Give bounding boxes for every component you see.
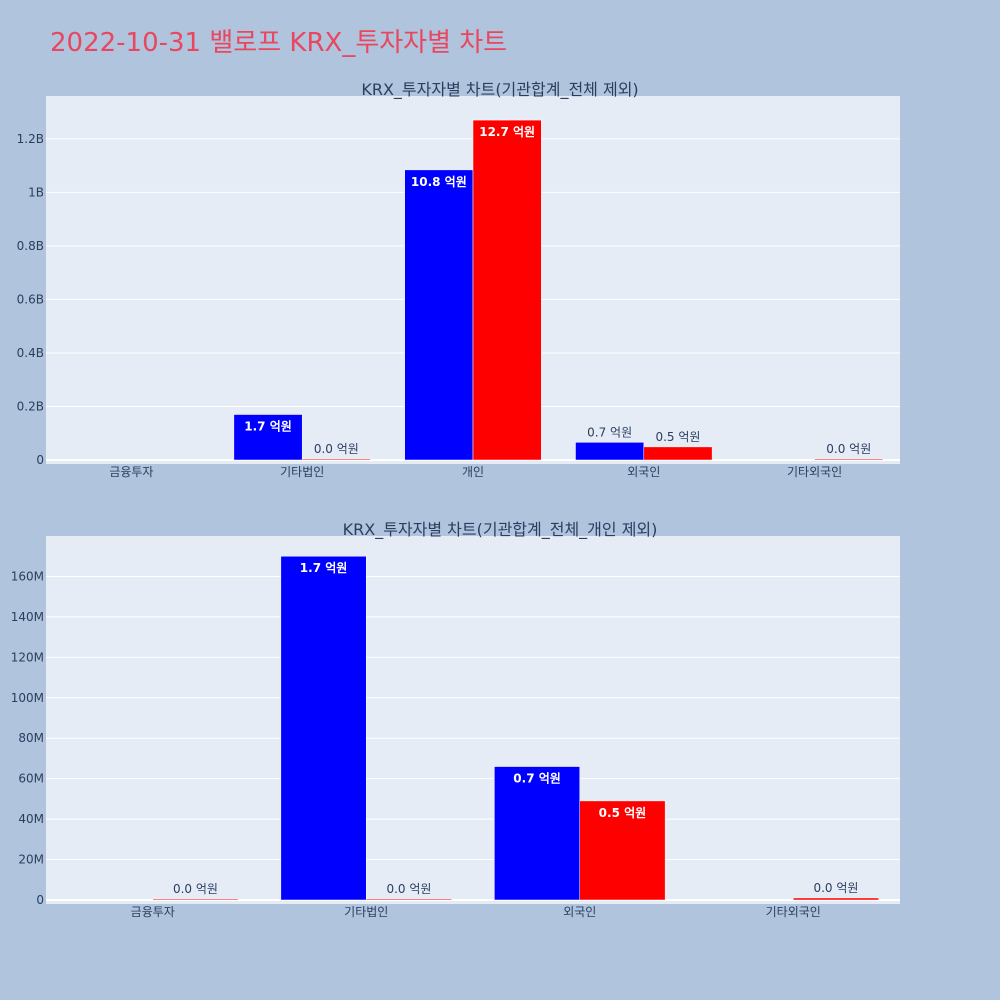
y-tick-label: 120M: [11, 650, 44, 664]
y-tick-label: 60M: [18, 772, 44, 786]
y-tick-label: 140M: [11, 610, 44, 624]
bar: [575, 442, 645, 461]
bar: [233, 414, 303, 461]
data-label: 12.7 억원: [479, 125, 535, 139]
bar: [366, 898, 452, 901]
bar: [793, 897, 879, 901]
x-tick-label: 외국인: [563, 905, 596, 919]
y-tick-label: 1.2B: [17, 132, 44, 146]
x-tick-label: 기타외국인: [787, 465, 842, 479]
bar: [494, 766, 581, 901]
data-label: 0.0 억원: [813, 881, 858, 895]
data-label: 1.7 억원: [244, 420, 292, 434]
x-tick-label: 기타법인: [344, 905, 388, 919]
y-tick-label: 0.6B: [17, 292, 44, 306]
plot-area: [46, 536, 900, 904]
page-title: 2022-10-31 밸로프 KRX_투자자별 차트: [50, 28, 508, 58]
x-tick-label: 기타외국인: [766, 905, 821, 919]
bar: [301, 458, 371, 461]
data-label: 1.7 억원: [300, 561, 348, 575]
data-label: 0.7 억원: [587, 425, 632, 439]
chart-title: KRX_투자자별 차트(기관합계_전체 제외): [361, 80, 638, 100]
x-tick-label: 개인: [462, 465, 484, 479]
y-tick-label: 100M: [11, 691, 44, 705]
x-tick-label: 외국인: [627, 465, 660, 479]
x-tick-label: 금융투자: [109, 465, 153, 479]
data-label: 0.0 억원: [314, 442, 359, 456]
chart-title: KRX_투자자별 차트(기관합계_전체_개인 제외): [343, 520, 658, 540]
data-label: 0.0 억원: [173, 882, 218, 896]
data-label: 0.7 억원: [513, 772, 561, 786]
bar: [472, 119, 542, 461]
bar: [814, 458, 884, 461]
y-tick-label: 160M: [11, 569, 44, 583]
data-label: 0.0 억원: [386, 882, 431, 896]
chart-2: KRX_투자자별 차트(기관합계_전체_개인 제외) 0 20M 40M 60M 80M 1…: [11, 520, 900, 919]
bar: [404, 169, 474, 461]
data-label: 0.5 억원: [599, 806, 647, 820]
y-tick-label: 0.2B: [17, 399, 44, 413]
data-label: 10.8 억원: [411, 175, 467, 189]
bar: [152, 898, 239, 901]
data-label: 0.5 억원: [655, 430, 700, 444]
y-tick-label: 0: [36, 453, 44, 467]
y-tick-label: 0.4B: [17, 346, 44, 360]
y-tick-label: 0.8B: [17, 239, 44, 253]
x-tick-label: 기타법인: [280, 465, 324, 479]
y-tick-label: 80M: [18, 731, 44, 745]
y-tick-label: 20M: [18, 853, 44, 867]
bar: [643, 446, 713, 461]
y-tick-label: 0: [36, 893, 44, 907]
y-tick-label: 1B: [28, 185, 44, 199]
y-tick-label: 40M: [18, 812, 44, 826]
chart-1: KRX_투자자별 차트(기관합계_전체 제외) 0 0.2B 0.4B 0.6B 0.8B…: [17, 80, 900, 479]
data-label: 0.0 억원: [826, 442, 871, 456]
x-tick-label: 금융투자: [131, 905, 175, 919]
bar: [579, 800, 666, 901]
bar: [280, 555, 367, 901]
